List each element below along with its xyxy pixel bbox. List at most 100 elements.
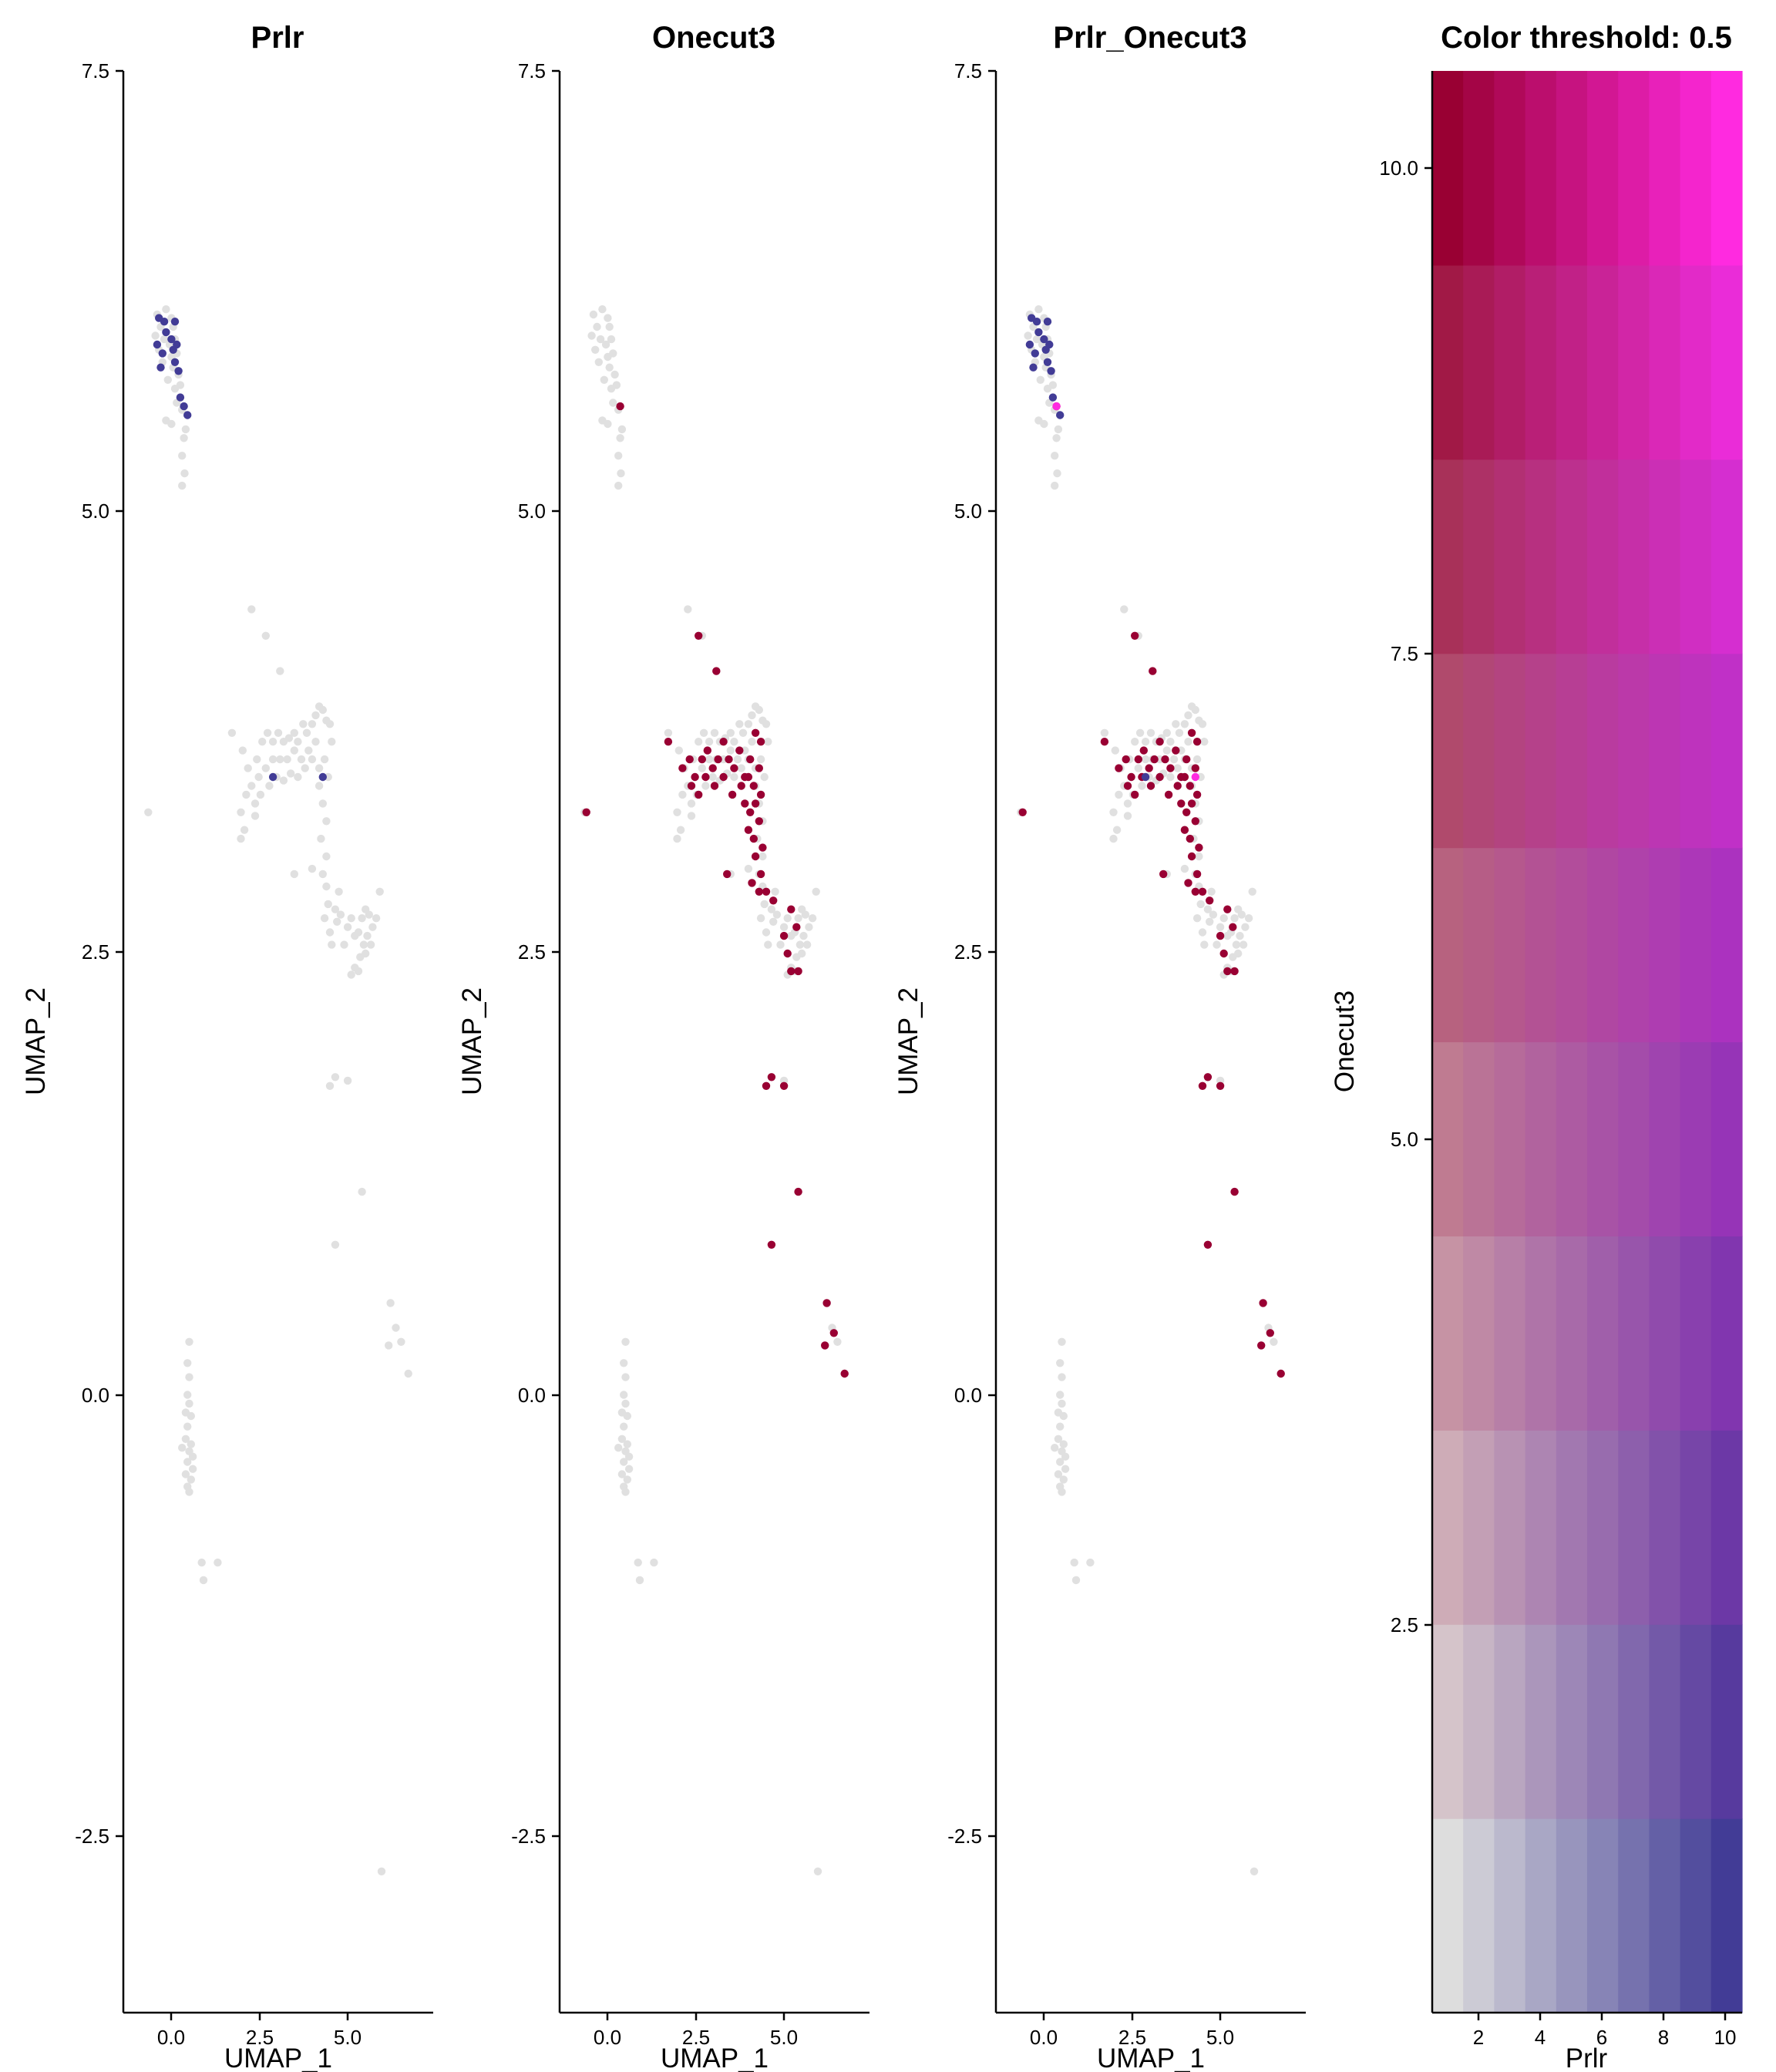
onecut3-point-high bbox=[762, 887, 771, 896]
legend-xtick-label: 6 bbox=[1596, 2026, 1607, 2049]
prlr-point-low bbox=[237, 808, 245, 817]
prlr-point-low bbox=[274, 728, 283, 737]
onecut3-point-high bbox=[695, 631, 703, 640]
legend-cell bbox=[1587, 71, 1619, 266]
prlr-point-low bbox=[279, 776, 288, 785]
prlr-point-low bbox=[302, 728, 311, 737]
prlr-point-low bbox=[375, 887, 384, 896]
prlr-point-low bbox=[263, 728, 272, 737]
legend-cell bbox=[1463, 1430, 1495, 1625]
prlr-point-low bbox=[311, 711, 320, 720]
onecut3-point-low bbox=[617, 425, 627, 434]
prlr-onecut3-point-low bbox=[1058, 1373, 1066, 1381]
prlr-onecut3-point-onecut3 bbox=[1166, 764, 1175, 772]
onecut3-point-low bbox=[620, 1359, 628, 1367]
onecut3-point-low bbox=[684, 605, 692, 614]
onecut3-point-high bbox=[712, 667, 721, 675]
prlr-onecut3-point-onecut3 bbox=[1123, 782, 1132, 790]
prlr-onecut3-point-onecut3 bbox=[1203, 1073, 1213, 1081]
prlr-point-low bbox=[187, 1440, 195, 1448]
prlr-point-low bbox=[328, 738, 336, 746]
prlr-point-low bbox=[331, 905, 340, 913]
onecut3-point-high bbox=[767, 1073, 776, 1081]
prlr-onecut3-point-onecut3 bbox=[1177, 799, 1186, 808]
prlr-point-low bbox=[180, 434, 188, 442]
panel-prlr-onecut3-x-ticks: 0.0 2.5 5.0 bbox=[1030, 2013, 1234, 2049]
onecut3-point-high bbox=[829, 1329, 839, 1337]
panel-prlr-xlabel: UMAP_1 bbox=[224, 2043, 332, 2072]
prlr-onecut3-point-prlr bbox=[1047, 367, 1055, 375]
legend-cell bbox=[1556, 459, 1588, 654]
prlr-onecut3-point-low bbox=[1058, 1337, 1066, 1347]
prlr-onecut3-point-low bbox=[1036, 375, 1045, 384]
prlr-point-low bbox=[256, 790, 265, 799]
legend-xtick-label: 4 bbox=[1535, 2026, 1546, 2049]
prlr-point-low bbox=[254, 772, 263, 782]
prlr-onecut3-point-prlr bbox=[1029, 363, 1038, 372]
prlr-point-high bbox=[174, 367, 183, 375]
onecut3-point-high bbox=[755, 887, 763, 896]
legend-cell bbox=[1710, 1624, 1743, 1819]
onecut3-point-low bbox=[673, 834, 681, 843]
onecut3-point-low bbox=[805, 923, 813, 931]
onecut3-point-low bbox=[650, 1558, 658, 1567]
legend-ytick-label: 10.0 bbox=[1379, 156, 1418, 180]
prlr-onecut3-point-low bbox=[1061, 1465, 1070, 1473]
onecut3-point-high bbox=[769, 896, 778, 905]
onecut3-point-low bbox=[833, 1337, 842, 1347]
prlr-onecut3-point-low bbox=[1250, 1867, 1259, 1875]
legend-cell bbox=[1463, 1236, 1495, 1431]
prlr-onecut3-point-low bbox=[1051, 1444, 1059, 1452]
prlr-point-low bbox=[359, 940, 368, 949]
prlr-onecut3-point-onecut3 bbox=[1223, 967, 1232, 976]
onecut3-point-low bbox=[796, 940, 805, 949]
legend-cell bbox=[1463, 71, 1495, 266]
prlr-point-low bbox=[343, 923, 352, 931]
prlr-onecut3-point-low bbox=[1203, 905, 1213, 913]
prlr-point-low bbox=[151, 331, 160, 340]
prlr-onecut3-point-low bbox=[1169, 755, 1179, 764]
prlr-point-low bbox=[247, 782, 256, 790]
onecut3-point-low bbox=[756, 914, 765, 923]
legend-cell bbox=[1680, 847, 1712, 1043]
prlr-onecut3-point-onecut3 bbox=[1182, 808, 1191, 817]
onecut3-point-low bbox=[621, 1488, 630, 1496]
onecut3-point-low bbox=[758, 852, 767, 861]
legend-cell bbox=[1463, 1041, 1495, 1236]
prlr-onecut3-point-low bbox=[1058, 1399, 1066, 1408]
prlr-onecut3-point-low bbox=[1175, 728, 1184, 737]
legend-cell bbox=[1432, 264, 1464, 460]
onecut3-point-high bbox=[695, 790, 703, 799]
onecut3-point-low bbox=[772, 910, 782, 919]
prlr-point-low bbox=[251, 812, 260, 820]
prlr-onecut3-point-low bbox=[1192, 914, 1202, 923]
onecut3-point-low bbox=[635, 1576, 644, 1585]
legend-cell bbox=[1710, 1430, 1743, 1625]
prlr-point-low bbox=[404, 1369, 412, 1378]
prlr-point-high bbox=[180, 402, 188, 411]
prlr-point-low bbox=[333, 917, 341, 927]
prlr-onecut3-point-onecut3 bbox=[1115, 764, 1123, 772]
onecut3-point-low bbox=[591, 345, 600, 354]
prlr-onecut3-point-onecut3 bbox=[1184, 879, 1192, 887]
prlr-onecut3-point-low bbox=[1054, 1435, 1063, 1444]
onecut3-point-low bbox=[776, 940, 785, 949]
prlr-onecut3-point-onecut3 bbox=[1223, 905, 1232, 913]
prlr-point-low bbox=[144, 808, 153, 817]
prlr-point-low bbox=[251, 799, 260, 808]
prlr-point-high bbox=[318, 772, 327, 782]
prlr-onecut3-point-low bbox=[1100, 728, 1109, 737]
legend-cell bbox=[1649, 459, 1681, 654]
prlr-onecut3-point-onecut3 bbox=[1192, 738, 1202, 746]
prlr-point-low bbox=[163, 375, 172, 384]
panel-prlr-xtick-label: 0.0 bbox=[157, 2026, 185, 2049]
legend-cell bbox=[1710, 1236, 1743, 1431]
onecut3-point-low bbox=[695, 738, 703, 746]
prlr-point-low bbox=[178, 481, 187, 490]
prlr-onecut3-point-low bbox=[1056, 1422, 1065, 1431]
onecut3-point-high bbox=[755, 764, 763, 772]
prlr-point-low bbox=[240, 826, 249, 834]
prlr-onecut3-point-onecut3 bbox=[1134, 755, 1143, 764]
panel-onecut3-xtick-label: 5.0 bbox=[770, 2026, 798, 2049]
prlr-onecut3-point-onecut3 bbox=[1191, 764, 1200, 772]
